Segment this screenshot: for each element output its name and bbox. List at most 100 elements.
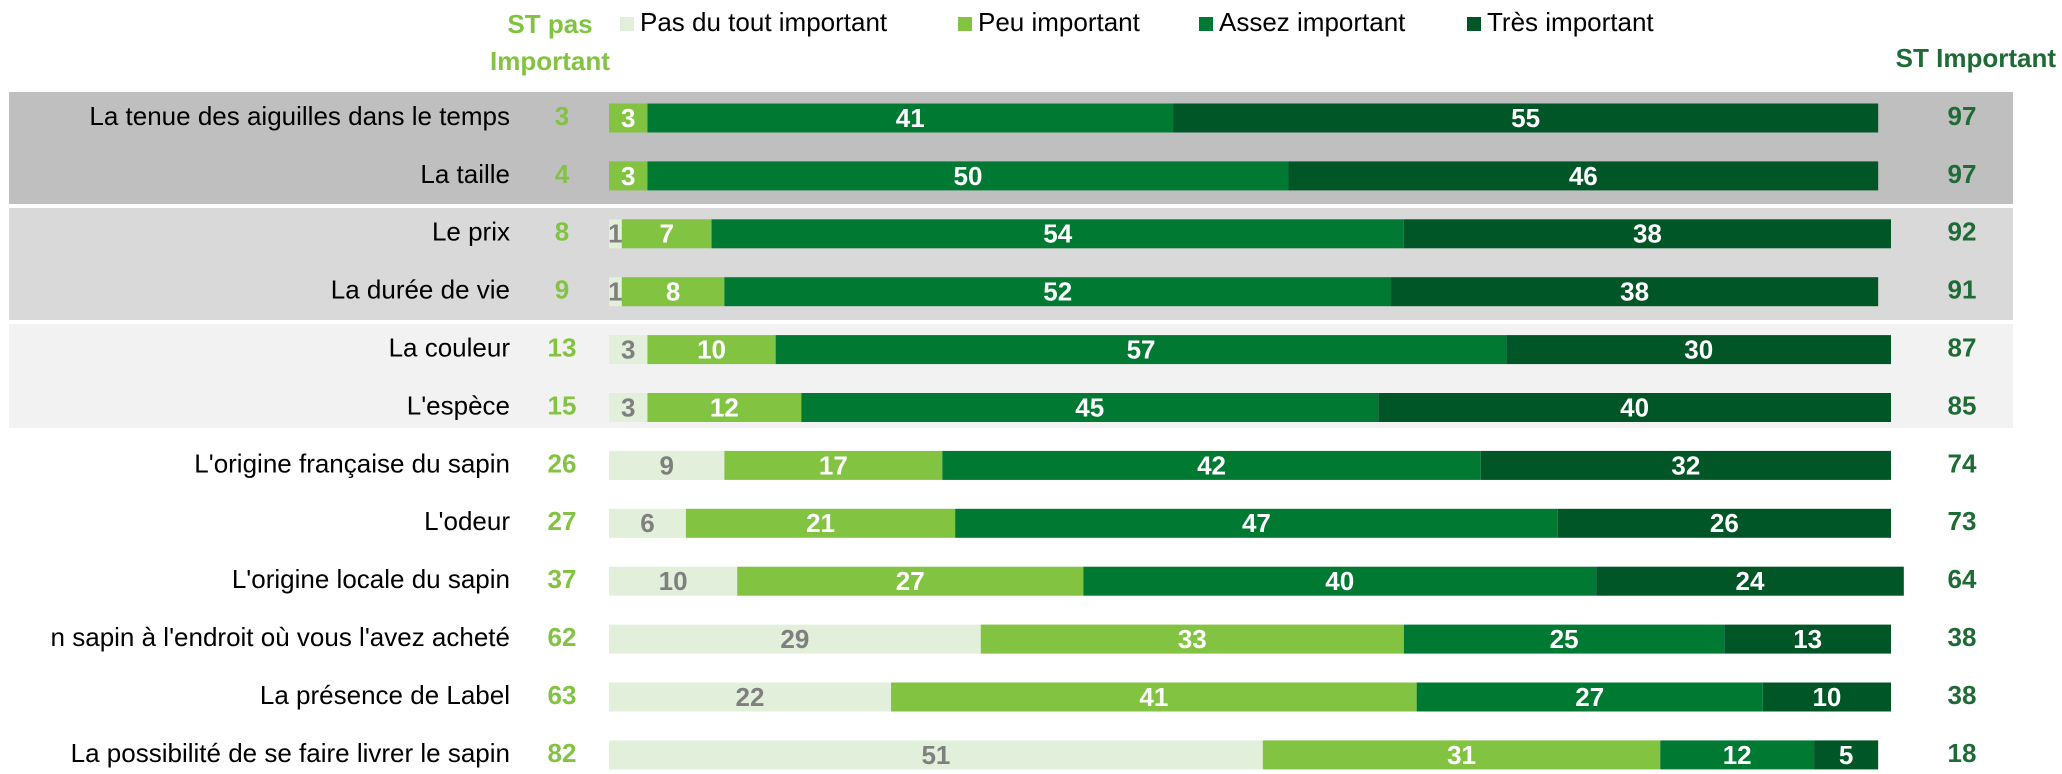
bar-segment — [609, 219, 622, 249]
bar-segment — [609, 335, 648, 365]
data-label: 55 — [1511, 103, 1540, 133]
right-header: ST Important — [1896, 43, 2057, 73]
data-label: 42 — [1197, 450, 1226, 480]
bar-segment — [1762, 682, 1891, 712]
category-label: La couleur — [389, 332, 511, 362]
bar-segment — [724, 450, 943, 480]
st-important-value: 18 — [1948, 738, 1977, 768]
data-label: 46 — [1569, 161, 1598, 191]
bar-segment — [609, 682, 892, 712]
data-label: 12 — [710, 392, 739, 422]
data-label: 7 — [659, 219, 673, 249]
bar-segment — [980, 624, 1404, 654]
bar-segment — [1557, 508, 1891, 538]
data-label: 6 — [640, 508, 654, 538]
bar-segment — [1378, 393, 1891, 422]
st-important-value: 91 — [1948, 275, 1977, 305]
bar-segment — [724, 277, 1392, 307]
st-important-value: 73 — [1948, 506, 1977, 536]
st-important-value: 87 — [1948, 332, 1977, 362]
data-label: 10 — [659, 566, 688, 596]
data-label: 1 — [608, 219, 622, 249]
bar-segment — [891, 682, 1417, 712]
data-label: 24 — [1736, 566, 1765, 596]
category-label: n sapin à l'endroit où vous l'avez achet… — [51, 622, 510, 652]
st-pas-value: 13 — [548, 332, 577, 362]
data-label: 50 — [953, 161, 982, 191]
bar-segment — [609, 161, 648, 191]
category-label: L'origine locale du sapin — [232, 564, 510, 594]
st-important-value: 85 — [1948, 390, 1977, 420]
bar-segment — [1262, 740, 1661, 770]
left-header: ST pas — [507, 9, 592, 39]
bar-segment — [801, 393, 1379, 422]
data-label: 41 — [896, 103, 925, 133]
st-important-value: 74 — [1948, 448, 1977, 478]
st-important-value: 97 — [1948, 101, 1977, 131]
bar-segment — [1596, 566, 1904, 596]
bar-segment — [1403, 624, 1725, 654]
legend-label: Très important — [1487, 7, 1654, 37]
st-pas-value: 62 — [548, 622, 577, 652]
bar-segment — [1403, 219, 1891, 249]
data-label: 21 — [806, 508, 835, 538]
st-pas-value: 37 — [548, 564, 577, 594]
bar-segment — [775, 335, 1507, 365]
st-important-value: 97 — [1948, 159, 1977, 189]
data-label: 3 — [621, 392, 635, 422]
bar-segment — [647, 161, 1289, 191]
data-label: 25 — [1550, 624, 1579, 654]
data-label: 38 — [1620, 277, 1649, 307]
bar-segment — [737, 566, 1084, 596]
data-label: 13 — [1793, 624, 1822, 654]
data-label: 40 — [1325, 566, 1354, 596]
data-label: 45 — [1075, 392, 1104, 422]
data-label: 8 — [666, 277, 680, 307]
bar-segment — [609, 103, 648, 133]
bar-segment — [955, 508, 1558, 538]
bar-segment — [609, 566, 738, 596]
bar-segment — [1506, 335, 1891, 365]
legend-swatch — [958, 17, 972, 31]
bar-segment — [621, 219, 712, 249]
st-pas-value: 63 — [548, 680, 577, 710]
data-label: 33 — [1178, 624, 1207, 654]
bar-segment — [609, 508, 686, 538]
st-pas-value: 3 — [555, 101, 569, 131]
category-label: La présence de Label — [260, 680, 510, 710]
bar-segment — [647, 393, 802, 422]
data-label: 32 — [1671, 450, 1700, 480]
bar-segment — [1288, 161, 1879, 191]
bar-segment — [609, 740, 1263, 770]
data-label: 41 — [1139, 682, 1168, 712]
bar-segment — [1724, 624, 1891, 654]
data-label: 3 — [621, 161, 635, 191]
category-label: Le prix — [432, 217, 510, 247]
data-label: 29 — [780, 624, 809, 654]
data-label: 30 — [1684, 334, 1713, 364]
st-pas-value: 4 — [555, 159, 570, 189]
data-label: 52 — [1043, 277, 1072, 307]
bar-segment — [1814, 740, 1879, 770]
st-important-value: 38 — [1948, 680, 1977, 710]
legend-label: Peu important — [978, 7, 1141, 37]
data-label: 26 — [1710, 508, 1739, 538]
st-pas-value: 27 — [548, 506, 577, 536]
bar-segment — [685, 508, 956, 538]
bar-segment — [621, 277, 725, 307]
data-label: 31 — [1447, 740, 1476, 770]
bar-segment — [1391, 277, 1879, 307]
bar-segment — [609, 450, 725, 480]
bar-segment — [1083, 566, 1597, 596]
category-label: La tenue des aiguilles dans le temps — [89, 101, 510, 131]
st-important-value: 64 — [1948, 564, 1977, 594]
category-label: La durée de vie — [331, 275, 510, 305]
data-label: 17 — [819, 450, 848, 480]
data-label: 27 — [896, 566, 925, 596]
category-label: L'espèce — [407, 390, 510, 420]
legend-swatch — [1199, 17, 1213, 31]
data-label: 47 — [1242, 508, 1271, 538]
st-important-value: 38 — [1948, 622, 1977, 652]
data-label: 9 — [659, 450, 673, 480]
bar-segment — [1480, 450, 1891, 480]
